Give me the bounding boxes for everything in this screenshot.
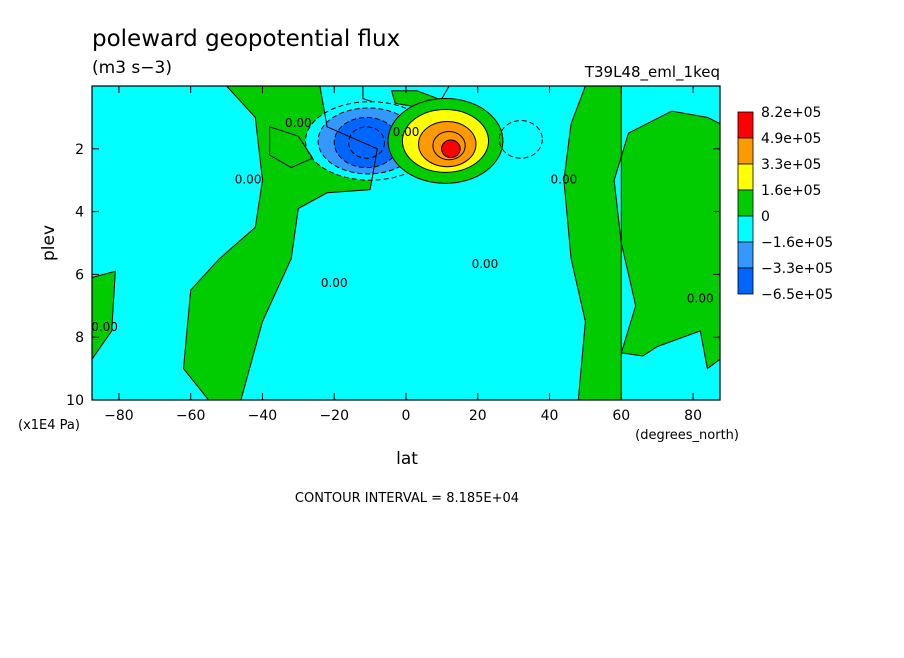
x-tick-label-7: 60 — [612, 408, 630, 424]
x-axis: −80 −60 −40 −20 0 20 40 60 80 — [104, 86, 702, 424]
region-negative-0 — [92, 86, 263, 400]
x-tick-label-2: −40 — [248, 408, 278, 424]
legend-label-2: 3.3e+05 — [761, 157, 821, 173]
legend-label-0: 8.2e+05 — [761, 105, 821, 121]
y-tick-label-1: 4 — [75, 205, 84, 221]
y-tick-label-0: 2 — [75, 142, 84, 158]
x-tick-label-0: −80 — [104, 408, 134, 424]
y-tick-label-2: 6 — [75, 267, 84, 283]
contour-lines — [92, 86, 720, 400]
contour-label-6: 0.00 — [393, 125, 420, 139]
chart-units: (m3 s−3) — [92, 58, 172, 78]
zero-contour-2 — [613, 86, 720, 400]
contour-interval: CONTOUR INTERVAL = 8.185E+04 — [295, 491, 519, 506]
weak-pos-contour-west — [269, 126, 314, 169]
plot-area: 0.00 0.00 0.00 0.00 0.00 0.00 0.00 0.00 — [91, 85, 721, 401]
contour-label-5: 0.00 — [551, 172, 578, 186]
contour-labels: 0.00 0.00 0.00 0.00 0.00 0.00 0.00 0.00 — [91, 116, 713, 334]
legend: 8.2e+05 4.9e+05 3.3e+05 1.6e+05 0 −1.6e+05 −3.… — [737, 105, 833, 303]
x-tick-label-8: 80 — [684, 408, 702, 424]
legend-label-6: −3.3e+05 — [761, 261, 833, 277]
legend-label-4: 0 — [761, 209, 770, 225]
run-label: T39L48_eml_1keq — [584, 63, 720, 82]
x-tick-label-4: 0 — [402, 408, 411, 424]
legend-label-7: −6.5e+05 — [761, 287, 833, 303]
contour-label-2: 0.00 — [321, 276, 348, 290]
legend-label-3: 1.6e+05 — [761, 183, 821, 199]
region-negative-2 — [614, 86, 720, 400]
legend-label-5: −1.6e+05 — [761, 235, 833, 251]
y-tick-label-4: 10 — [66, 393, 84, 409]
x-tick-label-5: 20 — [469, 408, 487, 424]
legend-swatch-3 — [737, 189, 754, 217]
legend-swatch-0 — [737, 111, 754, 139]
weak-neg-contour-east — [498, 120, 543, 159]
x-tick-label-3: −20 — [319, 408, 349, 424]
chart-title: poleward geopotential flux — [92, 26, 400, 52]
legend-swatch-4 — [737, 215, 754, 243]
region-negative-1 — [240, 86, 586, 400]
x-tick-label-6: 40 — [541, 408, 559, 424]
contour-label-4: 0.00 — [472, 257, 499, 271]
neg-contour-4 — [348, 126, 385, 159]
legend-swatch-1 — [737, 137, 754, 165]
y-axis: 2 4 6 8 10 — [66, 142, 720, 409]
contour-fills — [92, 86, 720, 400]
x-tick-label-1: −60 — [176, 408, 206, 424]
legend-swatch-5 — [737, 241, 754, 269]
x-axis-label: lat — [396, 449, 418, 469]
x-axis-units: (degrees_north) — [635, 428, 739, 443]
pos-contour-5 — [441, 139, 461, 159]
contour-label-7: 0.00 — [687, 292, 714, 306]
y-tick-label-3: 8 — [75, 330, 84, 346]
y-axis-units: (x1E4 Pa) — [18, 418, 80, 433]
zero-contour-0 — [92, 86, 264, 400]
legend-swatch-2 — [737, 163, 754, 191]
y-axis-label: plev — [39, 225, 59, 261]
legend-swatch-6 — [737, 267, 754, 295]
contour-label-3: 0.00 — [91, 320, 118, 334]
contour-label-1: 0.00 — [235, 172, 262, 186]
zero-contour-1 — [240, 86, 586, 400]
legend-label-1: 4.9e+05 — [761, 131, 821, 147]
contour-label-0: 0.00 — [285, 116, 312, 130]
